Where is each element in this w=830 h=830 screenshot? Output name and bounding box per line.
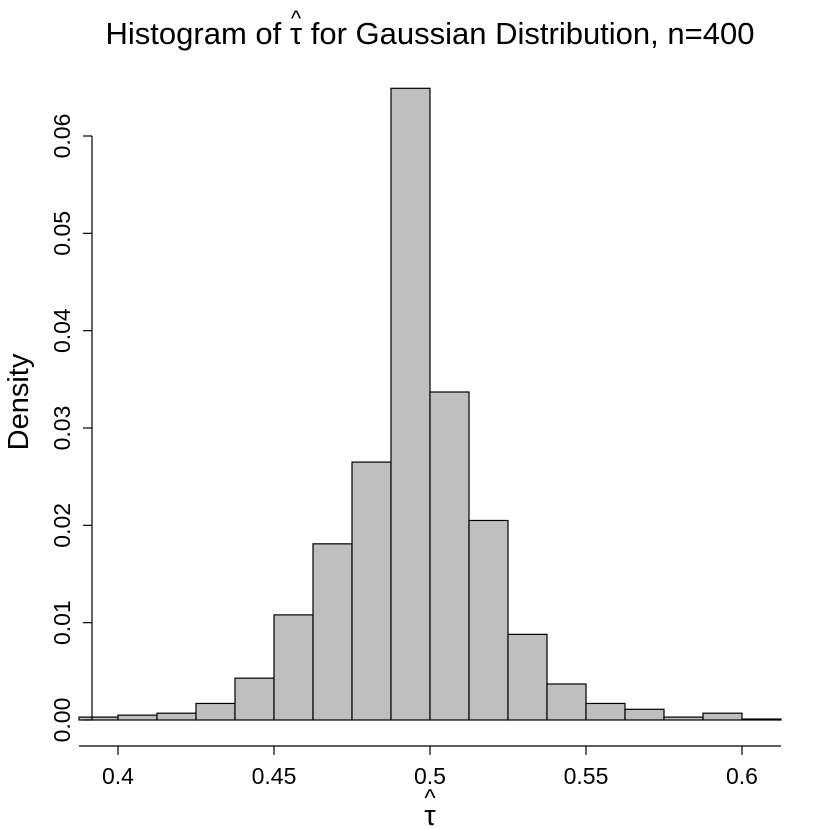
histogram-bar-6: [312, 543, 353, 721]
chart-title: Histogram of τ for Gaussian Distribution…: [106, 16, 755, 51]
histogram-bar-14: [624, 708, 665, 721]
histogram-bar-2: [156, 712, 197, 721]
y-tick-label-6: 0.06: [49, 114, 75, 159]
chart-title-hat: ^: [291, 6, 302, 31]
chart-title-tau-symbol: τ: [290, 16, 302, 51]
x-tick-label-0: 0.4: [102, 763, 134, 789]
histogram-bar-10: [468, 519, 509, 721]
y-axis: 0.00 0.01 0.02 0.03 0.04 0.05 0.06: [49, 114, 93, 743]
y-tick-label-0: 0.00: [49, 698, 75, 743]
x-axis-label-hat: ^: [424, 785, 436, 812]
y-tick-label-1: 0.01: [49, 600, 75, 645]
y-tick-label-3: 0.03: [49, 406, 75, 451]
histogram-bar-3: [195, 702, 236, 721]
x-tick-label-4: 0.6: [726, 763, 758, 789]
y-tick-label-2: 0.02: [49, 503, 75, 548]
histogram-bar-8: [390, 87, 431, 721]
histogram-bar-11: [507, 633, 548, 721]
histogram-bar-13: [585, 702, 626, 721]
chart-title-suffix: for Gaussian Distribution, n=400: [302, 16, 754, 51]
y-tick-label-4: 0.04: [49, 308, 75, 353]
y-axis-label: Density: [3, 353, 35, 450]
chart-title-prefix: Histogram of: [106, 16, 290, 51]
x-tick-label-2: 0.5: [414, 763, 446, 789]
histogram-bars: [78, 87, 782, 721]
x-tick-label-3: 0.55: [564, 763, 609, 789]
histogram-bar-12: [546, 683, 587, 721]
y-tick-label-5: 0.05: [49, 211, 75, 256]
histogram-bar-4: [234, 677, 275, 721]
histogram-bar-15: [663, 716, 704, 721]
x-axis-label: τ: [424, 800, 436, 830]
x-tick-label-1: 0.45: [252, 763, 297, 789]
histogram-bar-17: [741, 718, 782, 721]
histogram-bar-7: [351, 461, 392, 721]
x-axis: 0.4 0.45 0.5 0.55 0.6: [79, 745, 781, 789]
histogram-bar-9: [429, 391, 470, 721]
histogram-bar-5: [273, 614, 314, 721]
histogram-bar-1: [117, 714, 158, 721]
histogram-bar-16: [702, 712, 743, 721]
